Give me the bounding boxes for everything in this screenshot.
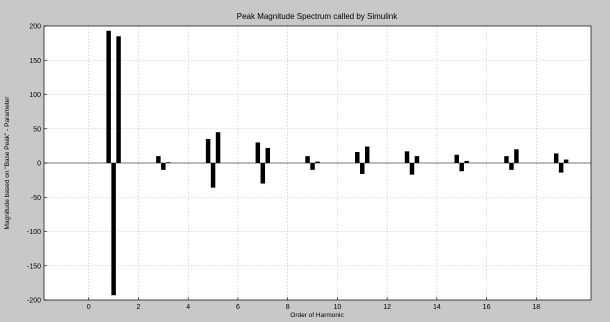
x-tick-label: 0 xyxy=(87,304,91,311)
bar xyxy=(563,159,569,163)
bar xyxy=(464,160,469,163)
bar xyxy=(315,161,320,163)
bar xyxy=(210,163,216,188)
x-tick-label: 8 xyxy=(286,304,290,311)
bar xyxy=(161,163,166,170)
bar xyxy=(454,154,459,163)
bar xyxy=(166,162,171,164)
bar xyxy=(111,163,116,296)
y-tick-label: -150 xyxy=(27,263,41,270)
bar xyxy=(156,156,161,163)
grid xyxy=(44,25,591,301)
bar xyxy=(310,163,315,170)
bar xyxy=(205,139,211,163)
x-tick-label: 10 xyxy=(333,304,341,311)
y-tick-label: 50 xyxy=(33,126,41,133)
x-ticks: 0 2 4 6 8 10 12 14 16 18 xyxy=(87,297,540,311)
bar xyxy=(558,163,564,173)
bar xyxy=(553,153,559,163)
bar xyxy=(355,152,360,163)
y-tick-label: -200 xyxy=(27,298,41,305)
bar xyxy=(364,146,370,163)
bar xyxy=(260,163,266,184)
y-axis-label: Magnitude based on "Base Peak" - Paramet… xyxy=(4,96,11,230)
y-tick-label: -100 xyxy=(27,229,41,236)
bar xyxy=(514,149,519,163)
x-tick-label: 16 xyxy=(483,304,491,311)
x-tick-label: 4 xyxy=(186,304,190,311)
bar xyxy=(504,156,509,163)
x-tick-label: 6 xyxy=(236,304,240,311)
y-tick-label: 150 xyxy=(29,58,41,65)
y-tick-label: 100 xyxy=(29,92,41,99)
x-axis-label: Order of Harmonic xyxy=(290,312,344,319)
bar xyxy=(509,163,514,170)
chart-title: Peak Magnitude Spectrum called by Simuli… xyxy=(237,12,399,21)
bar xyxy=(305,156,310,163)
y-tick-label: 200 xyxy=(29,24,41,31)
y-ticks: -200 -150 -100 -50 0 50 100 150 200 xyxy=(27,24,47,305)
bars xyxy=(106,30,569,296)
x-tick-label: 14 xyxy=(433,304,441,311)
bar xyxy=(116,36,121,163)
x-tick-label: 2 xyxy=(137,304,141,311)
y-tick-label: -50 xyxy=(31,195,41,202)
x-tick-label: 18 xyxy=(532,304,540,311)
x-tick-label: 12 xyxy=(383,304,391,311)
bar xyxy=(106,30,111,164)
bar xyxy=(459,163,464,172)
bar xyxy=(215,132,221,163)
bar xyxy=(255,142,261,163)
bar xyxy=(265,147,271,163)
bar xyxy=(409,163,415,175)
bar xyxy=(360,163,365,174)
y-tick-label: 0 xyxy=(37,161,41,168)
bar xyxy=(404,151,410,163)
bar xyxy=(414,156,420,163)
